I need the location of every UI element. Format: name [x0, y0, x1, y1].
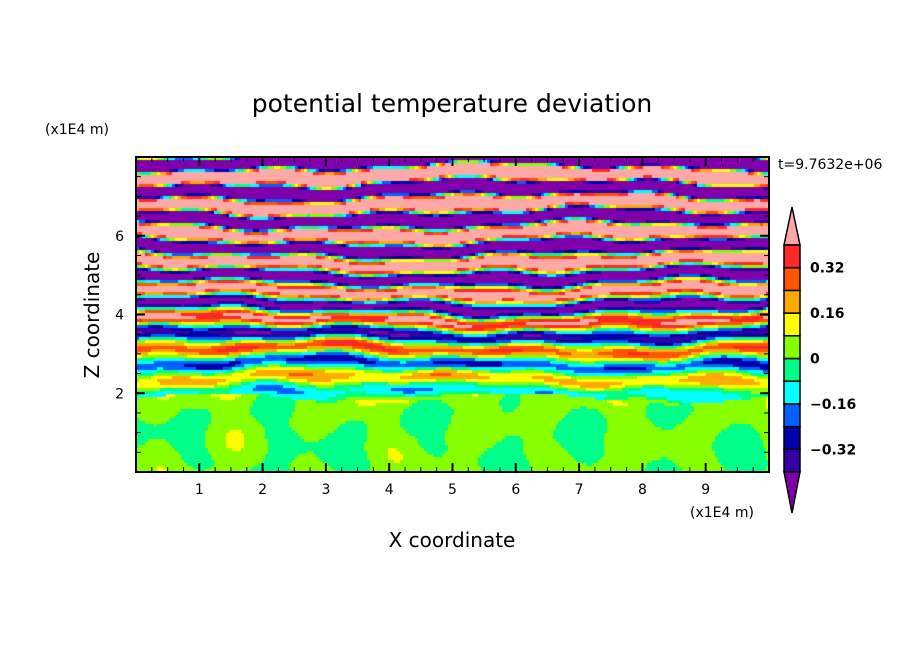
colorbar-swatch	[783, 266, 801, 292]
colorbar-tick-label: −0.32	[810, 442, 856, 458]
x-tick-label: 2	[258, 482, 267, 498]
colorbar-swatch	[783, 289, 801, 314]
x-tick-label: 7	[575, 482, 584, 498]
plot-frame	[135, 156, 770, 473]
y-tick-label: 6	[115, 229, 124, 245]
x-tick-label: 3	[321, 482, 330, 498]
colorbar-swatch	[783, 312, 801, 337]
colorbar-swatch	[783, 380, 801, 405]
time-label: t=9.7632e+06	[778, 157, 882, 173]
colorbar-swatch	[783, 448, 801, 473]
y-unit-label: (x1E4 m)	[45, 122, 109, 138]
x-tick-label: 6	[511, 482, 520, 498]
chart-title: potential temperature deviation	[252, 89, 652, 118]
y-axis-label: Z coordinate	[80, 252, 104, 379]
colorbar-over-triangle	[783, 206, 801, 246]
x-unit-label: (x1E4 m)	[690, 505, 754, 521]
colorbar-swatch	[783, 403, 801, 428]
x-tick-label: 4	[385, 482, 394, 498]
x-tick-label: 1	[195, 482, 204, 498]
colorbar-tick-label: 0.32	[810, 261, 845, 277]
y-tick-label: 2	[115, 386, 124, 402]
x-tick-label: 5	[448, 482, 457, 498]
colorbar-tick-label: 0	[810, 352, 820, 368]
colorbar-tick-label: −0.16	[810, 397, 856, 413]
colorbar-under-triangle	[783, 471, 801, 514]
colorbar-tick-label: 0.16	[810, 306, 845, 322]
y-tick-label: 4	[115, 308, 124, 324]
colorbar-swatch	[783, 335, 801, 360]
x-axis-label: X coordinate	[389, 528, 516, 552]
x-tick-label: 8	[638, 482, 647, 498]
x-tick-label: 9	[701, 482, 710, 498]
colorbar-swatch	[783, 244, 801, 269]
colorbar-swatch	[783, 425, 801, 451]
colorbar-swatch	[783, 357, 801, 382]
contour-field	[136, 157, 769, 472]
colorbar: 0.32 0.16 0 −0.16 −0.32	[783, 206, 856, 514]
axes: 1 2 3 4 5 6 7 8 9 2 4 6	[115, 156, 770, 498]
